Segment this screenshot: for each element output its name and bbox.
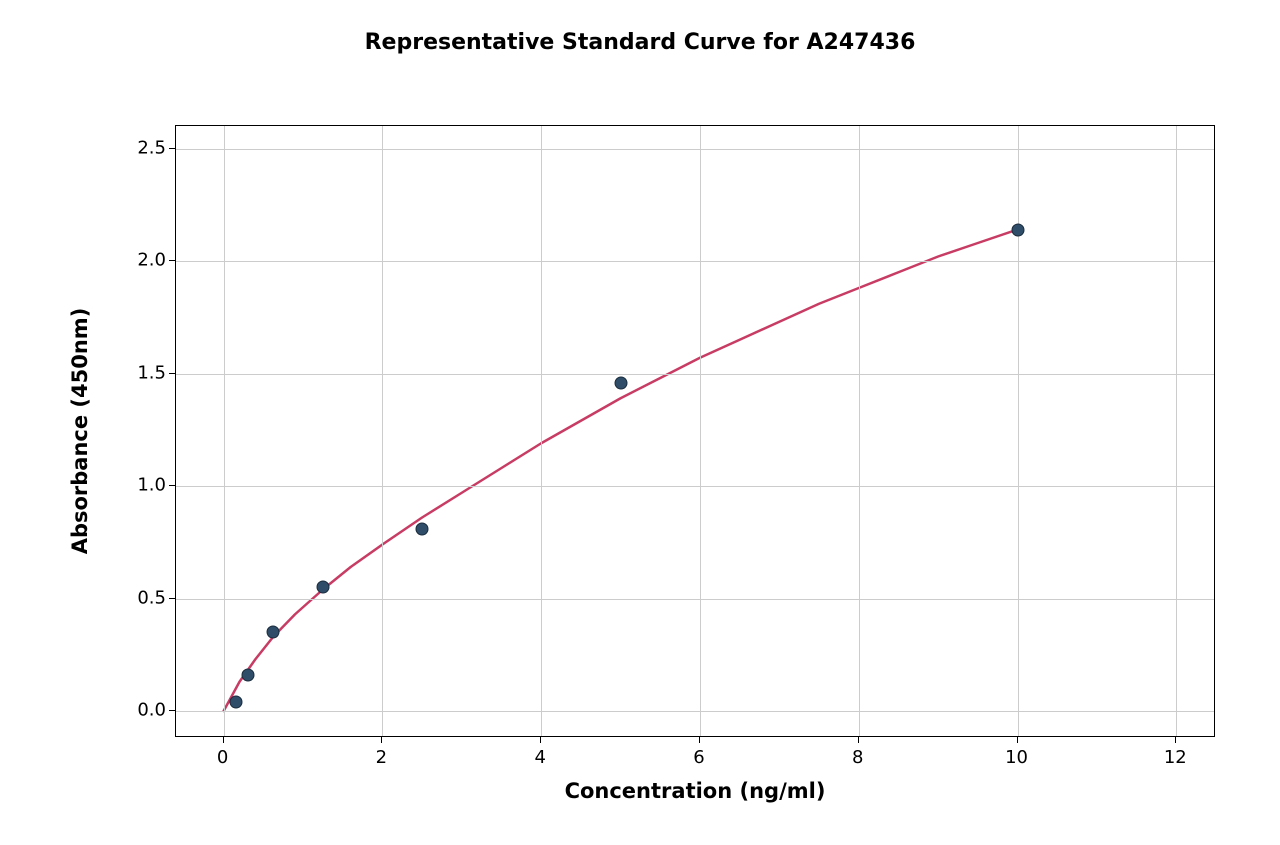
y-tick-label: 0.5	[130, 587, 166, 608]
grid-line-horizontal	[176, 261, 1214, 262]
chart-title: Representative Standard Curve for A24743…	[40, 30, 1240, 55]
y-tick-label: 1.5	[130, 362, 166, 383]
y-tick-mark	[169, 148, 175, 149]
curve-line	[176, 126, 1216, 738]
y-tick-label: 2.5	[130, 137, 166, 158]
x-tick-label: 6	[693, 747, 704, 768]
y-tick-mark	[169, 260, 175, 261]
y-tick-mark	[169, 373, 175, 374]
y-tick-mark	[169, 710, 175, 711]
x-tick-mark	[1175, 737, 1176, 743]
data-point	[316, 581, 329, 594]
data-point	[1011, 223, 1024, 236]
x-tick-mark	[1017, 737, 1018, 743]
grid-line-vertical	[700, 126, 701, 736]
x-tick-mark	[223, 737, 224, 743]
grid-line-vertical	[1018, 126, 1019, 736]
x-tick-mark	[699, 737, 700, 743]
y-tick-label: 2.0	[130, 250, 166, 271]
y-tick-mark	[169, 598, 175, 599]
x-tick-mark	[540, 737, 541, 743]
grid-line-vertical	[382, 126, 383, 736]
grid-line-vertical	[859, 126, 860, 736]
x-tick-label: 2	[376, 747, 387, 768]
x-tick-label: 4	[534, 747, 545, 768]
data-point	[267, 626, 280, 639]
x-tick-label: 0	[217, 747, 228, 768]
y-axis-label: Absorbance (450nm)	[68, 308, 92, 555]
grid-line-vertical	[541, 126, 542, 736]
plot-wrapper: Concentration (ng/ml) Absorbance (450nm)…	[40, 67, 1240, 807]
grid-line-horizontal	[176, 486, 1214, 487]
data-point	[614, 376, 627, 389]
grid-line-vertical	[1176, 126, 1177, 736]
chart-container: Representative Standard Curve for A24743…	[40, 30, 1240, 820]
x-tick-label: 8	[852, 747, 863, 768]
y-tick-mark	[169, 485, 175, 486]
x-tick-mark	[381, 737, 382, 743]
data-point	[416, 522, 429, 535]
grid-line-horizontal	[176, 374, 1214, 375]
grid-line-horizontal	[176, 711, 1214, 712]
plot-area	[175, 125, 1215, 737]
y-tick-label: 0.0	[130, 700, 166, 721]
grid-line-horizontal	[176, 149, 1214, 150]
y-tick-label: 1.0	[130, 475, 166, 496]
x-tick-label: 10	[1005, 747, 1028, 768]
x-tick-label: 12	[1164, 747, 1187, 768]
x-tick-mark	[858, 737, 859, 743]
x-axis-label: Concentration (ng/ml)	[565, 779, 826, 803]
grid-line-horizontal	[176, 599, 1214, 600]
data-point	[230, 696, 243, 709]
grid-line-vertical	[224, 126, 225, 736]
data-point	[242, 669, 255, 682]
